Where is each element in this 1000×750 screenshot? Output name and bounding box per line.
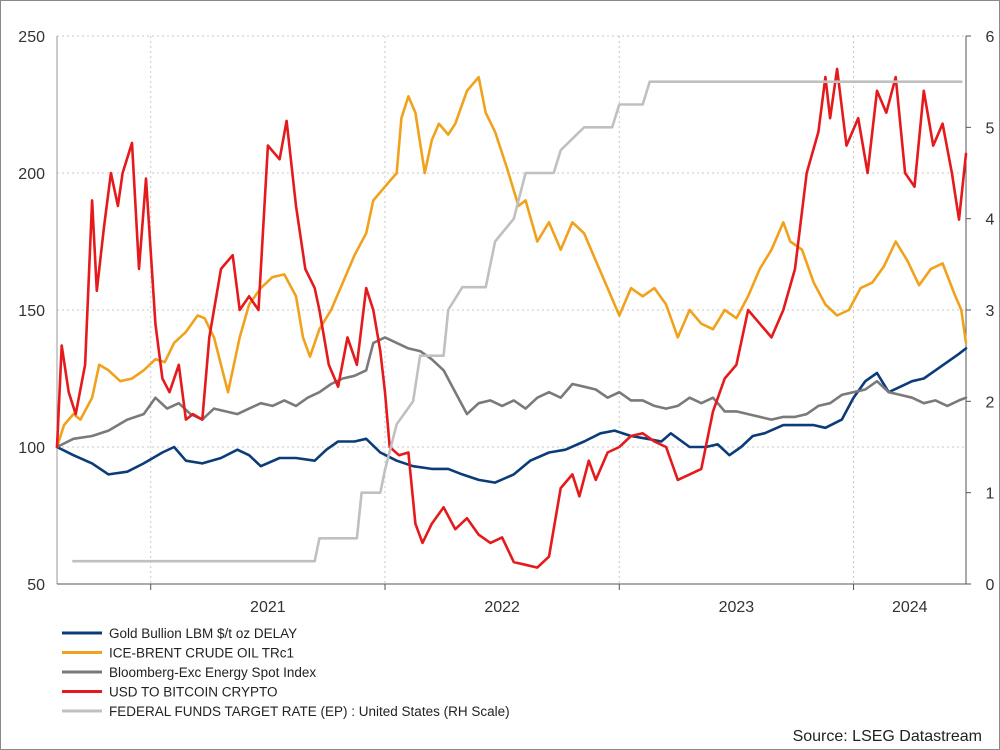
series-line-5 — [72, 80, 963, 563]
y-right-tick-label: 2 — [986, 394, 995, 411]
y-left-tick-label: 50 — [27, 577, 45, 594]
y-left-tick-label: 100 — [18, 440, 45, 457]
y-right-tick-label: 4 — [986, 212, 995, 229]
x-tick-label: 2024 — [892, 599, 928, 616]
x-tick-label: 2023 — [719, 599, 755, 616]
series-line-2 — [55, 75, 968, 449]
legend: Gold Bullion LBM $/t oz DELAY ICE-BRENT C… — [62, 626, 510, 719]
tick-labels: 50 100 150 200 250 0 1 2 3 4 5 6 2021 2022 2023 2024 — [18, 29, 994, 616]
series-lines — [55, 67, 968, 569]
y-left-tick-label: 250 — [18, 29, 45, 46]
x-tick-label: 2022 — [484, 599, 520, 616]
source-note: Source: LSEG Datastream — [793, 728, 982, 745]
axes — [56, 35, 971, 590]
y-right-tick-label: 5 — [986, 120, 995, 137]
legend-label: ICE-BRENT CRUDE OIL TRc1 — [109, 646, 294, 661]
y-right-tick-label: 6 — [986, 29, 995, 46]
y-right-tick-label: 0 — [986, 577, 995, 594]
legend-label: FEDERAL FUNDS TARGET RATE (EP) : United … — [109, 704, 510, 719]
y-left-tick-label: 150 — [18, 303, 45, 320]
series-line-1 — [55, 347, 968, 484]
y-right-tick-label: 3 — [986, 303, 995, 320]
legend-label: Gold Bullion LBM $/t oz DELAY — [109, 626, 297, 641]
series-line-4 — [55, 67, 968, 569]
series-line-3 — [55, 336, 968, 449]
x-tick-label: 2021 — [250, 599, 286, 616]
legend-label: USD TO BITCOIN CRYPTO — [109, 685, 278, 700]
y-left-tick-label: 200 — [18, 166, 45, 183]
legend-label: Bloomberg-Exc Energy Spot Index — [109, 665, 316, 680]
y-right-tick-label: 1 — [986, 486, 995, 503]
